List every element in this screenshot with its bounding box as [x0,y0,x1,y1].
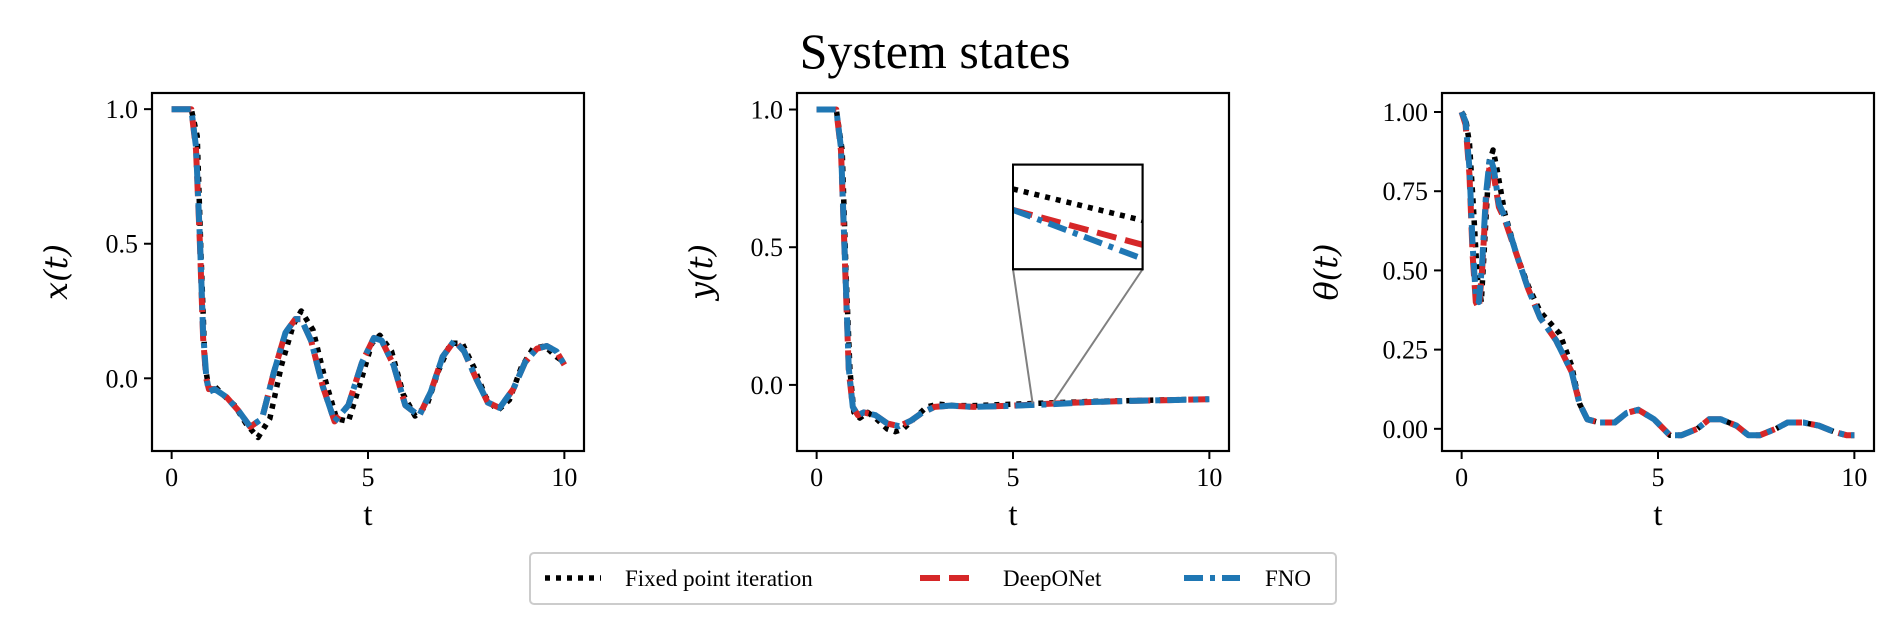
x-tick-label: 0 [1455,463,1468,492]
series-line-fno [1458,110,1855,439]
inset-connector [1051,268,1144,405]
y-axis-label: θ(t) [1307,243,1345,300]
x-tick-label: 0 [165,463,178,492]
x-tick-label: 5 [1652,463,1665,492]
y-tick-label: 1.0 [751,96,784,125]
legend-label: FNO [1265,566,1311,591]
y-tick-label: 0.00 [1383,415,1429,444]
axes-frame [150,91,586,453]
x-tick-label: 5 [1007,463,1020,492]
y-tick-label: 0.25 [1383,336,1429,365]
chart-title: System states [800,23,1071,79]
panel-3: 0 5 10 1.00 0.75 0.50 0.25 0.00 t θ(t) [1307,91,1876,533]
y-tick-label: 1.0 [106,95,139,124]
series-group [816,106,1210,435]
inset-series-line [1013,186,1143,224]
series-line-fixed-point-iteration [171,106,566,441]
y-tick-label: 0.0 [751,371,784,400]
x-axis-label: t [363,497,372,533]
x-tick-label: 10 [1841,463,1867,492]
series-line-fno [816,106,1210,430]
legend-label: DeepONet [1003,566,1102,591]
series-line-fno [171,106,567,430]
inset-series-line [1013,207,1143,248]
y-tick-label: 0.0 [106,364,139,393]
x-tick-label: 10 [1196,463,1222,492]
y-axis-label: x(t) [37,244,75,300]
inset-series-line [1013,207,1143,262]
panel-2: 0 5 10 1.0 0.5 0.0 t y(t) [682,91,1231,533]
y-tick-label: 1.00 [1383,98,1429,127]
series-group [171,106,567,441]
x-tick-label: 10 [551,463,577,492]
zoom-inset [1012,163,1144,405]
inset-connector [1012,269,1034,404]
legend: Fixed point iteration DeepONet FNO [529,552,1337,605]
y-tick-label: 0.75 [1383,177,1429,206]
y-tick-label: 0.5 [751,233,784,262]
legend-label: Fixed point iteration [625,566,813,591]
axes-frame [1440,91,1876,453]
x-tick-label: 0 [810,463,823,492]
x-tick-label: 5 [362,463,375,492]
series-line-deeponet [171,106,567,430]
x-axis-label: t [1008,497,1017,533]
series-group [1458,110,1855,439]
panel-1: 0 5 10 1.0 0.5 0.0 t x(t) [37,91,586,533]
y-tick-label: 0.5 [106,230,139,259]
series-line-deeponet [816,106,1210,430]
x-axis-label: t [1653,497,1662,533]
panels: 0 5 10 1.0 0.5 0.0 t x(t) 0 5 10 1.0 0.5 0.0 t y(t) 0 5 10… [37,91,1876,533]
y-axis-label: y(t) [682,244,720,302]
y-tick-label: 0.50 [1383,256,1429,285]
